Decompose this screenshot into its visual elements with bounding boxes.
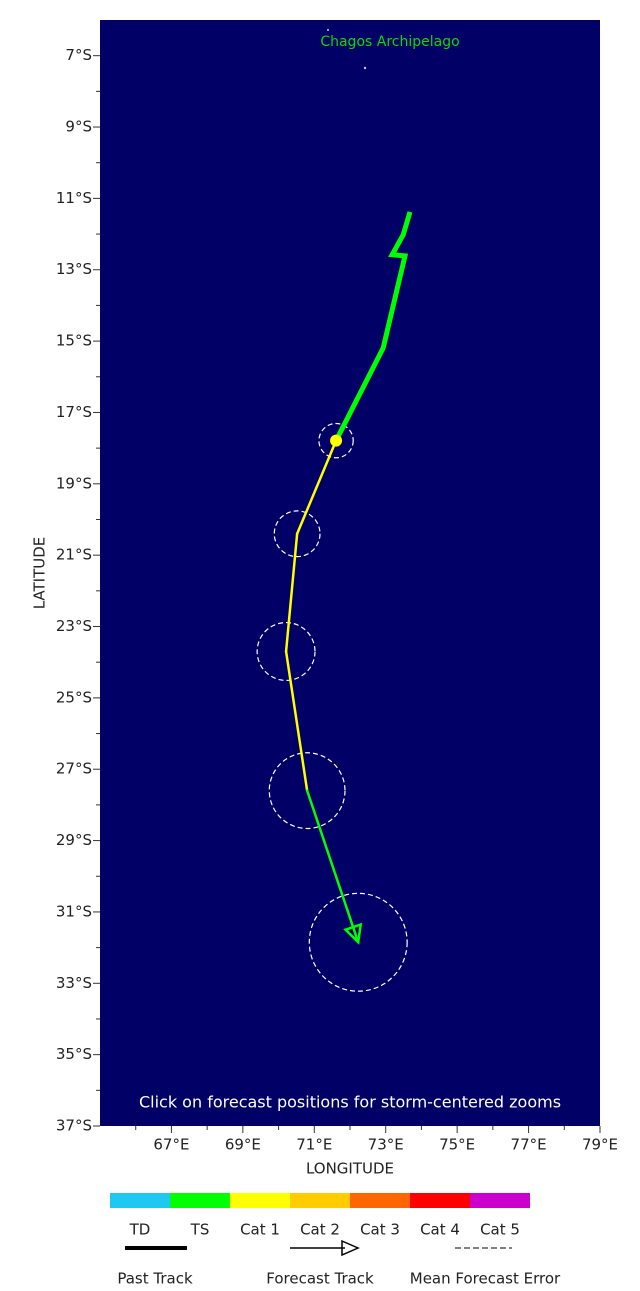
y-tick-label: 23°S: [56, 617, 92, 635]
y-tick-label: 19°S: [56, 474, 92, 492]
y-axis-label: LATITUDE: [31, 537, 49, 610]
legend-error: Mean Forecast Error: [410, 1270, 561, 1288]
scale-label: Cat 2: [300, 1221, 340, 1239]
error-circle: [308, 892, 408, 992]
y-tick-label: 25°S: [56, 688, 92, 706]
legend-past: Past Track: [117, 1270, 193, 1288]
scale-label: Cat 5: [480, 1221, 520, 1239]
x-tick-label: 79°E: [582, 1136, 618, 1154]
error-circle: [273, 510, 321, 558]
forecast-arrowhead: [343, 922, 363, 945]
error-circle: [256, 621, 316, 682]
y-tick-label: 27°S: [56, 760, 92, 778]
scale-label: Cat 3: [360, 1221, 400, 1239]
x-tick-label: 71°E: [296, 1136, 332, 1154]
y-tick-label: 17°S: [56, 403, 92, 421]
x-tick-label: 73°E: [368, 1136, 404, 1154]
forecast-segment: [305, 789, 360, 944]
forecast-segment: [284, 532, 299, 653]
y-tick-label: 31°S: [56, 902, 92, 920]
x-axis-label: LONGITUDE: [306, 1160, 394, 1178]
x-tick-label: 67°E: [153, 1136, 189, 1154]
y-tick-label: 37°S: [56, 1117, 92, 1135]
y-tick-label: 13°S: [56, 260, 92, 278]
forecast-segment: [284, 650, 309, 792]
y-tick-label: 7°S: [65, 46, 92, 64]
y-tick-label: 9°S: [65, 118, 92, 136]
island: [327, 29, 329, 31]
y-tick-label: 21°S: [56, 546, 92, 564]
map-label: Chagos Archipelago: [320, 34, 459, 50]
legend-forecast: Forecast Track: [266, 1270, 374, 1288]
scale-swatch: [110, 1193, 170, 1208]
x-tick-label: 69°E: [225, 1136, 261, 1154]
scale-swatch: [230, 1193, 290, 1208]
x-tick-label: 75°E: [439, 1136, 475, 1154]
island: [363, 66, 367, 70]
legend-forecast-arrow: [341, 1239, 360, 1257]
scale-label: TD: [129, 1221, 151, 1239]
scale-label: Cat 4: [420, 1221, 460, 1239]
scale-swatch: [410, 1193, 470, 1208]
current-position: [330, 434, 343, 447]
y-tick-label: 11°S: [56, 189, 92, 207]
scale-swatch: [350, 1193, 410, 1208]
x-tick-label: 77°E: [511, 1136, 547, 1154]
scale-label: Cat 1: [240, 1221, 280, 1239]
note[interactable]: Click on forecast positions for storm-ce…: [139, 1093, 561, 1112]
map-background: [100, 20, 600, 1126]
y-tick-label: 29°S: [56, 831, 92, 849]
scale-swatch: [290, 1193, 350, 1208]
y-tick-label: 35°S: [56, 1045, 92, 1063]
error-circle: [268, 752, 346, 830]
error-circle: [318, 422, 354, 459]
scale-swatch: [170, 1193, 230, 1208]
scale-swatch: [470, 1193, 530, 1208]
y-tick-label: 15°S: [56, 332, 92, 350]
scale-label: TS: [190, 1221, 210, 1239]
forecast-segment: [295, 439, 338, 536]
past-track: [333, 211, 413, 442]
y-tick-label: 33°S: [56, 974, 92, 992]
